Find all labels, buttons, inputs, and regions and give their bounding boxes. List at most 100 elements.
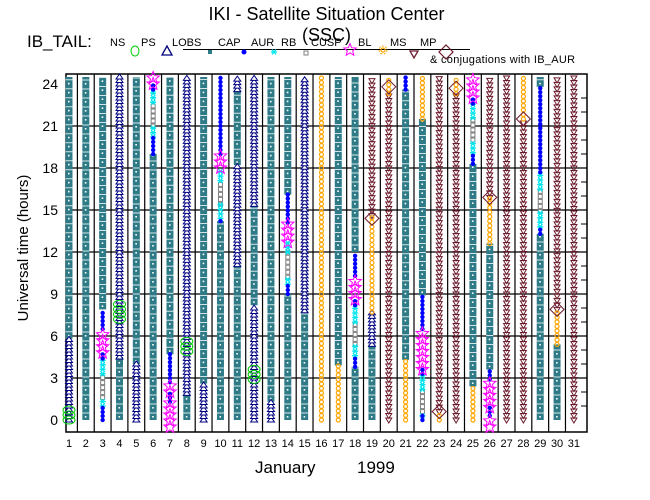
cap-bar	[334, 77, 342, 366]
lobs-marker	[182, 106, 192, 113]
aur-marker	[218, 119, 223, 125]
cap-marker	[539, 344, 541, 346]
cap-marker	[404, 220, 407, 223]
lobs-marker	[182, 120, 192, 127]
lobs-marker	[249, 325, 259, 332]
aur-marker	[150, 151, 156, 157]
cap-marker	[253, 274, 255, 276]
lobs-marker	[182, 305, 192, 312]
cusp-marker	[217, 196, 223, 202]
cap-marker	[236, 389, 238, 391]
conjugation-note: & conjugations with IB_AUR	[430, 54, 576, 66]
aur-marker	[218, 139, 223, 145]
cap-marker	[152, 416, 154, 418]
cap-marker	[269, 91, 272, 94]
lobs-marker	[115, 258, 124, 265]
x-axis-year: 1999	[357, 458, 395, 477]
cap-marker	[471, 238, 474, 240]
cap-marker	[539, 371, 541, 373]
cap-marker	[286, 299, 289, 301]
cap-marker	[421, 201, 424, 203]
cap-marker	[168, 98, 171, 100]
cap-marker	[269, 181, 272, 184]
bl-marker	[280, 228, 296, 243]
segment-cap-day-21	[402, 89, 410, 360]
cap-marker	[303, 398, 306, 400]
cap-marker	[404, 211, 407, 214]
cap-marker	[354, 194, 356, 196]
aur-legend-icon	[241, 49, 247, 55]
segment-bl-day-3	[95, 326, 111, 360]
cap-marker	[471, 193, 474, 195]
lobs-marker	[115, 90, 124, 97]
cap-marker	[84, 227, 87, 229]
cap-marker	[539, 380, 541, 382]
cap-marker	[135, 270, 137, 272]
bl-marker	[414, 349, 430, 365]
aur-marker	[538, 138, 543, 143]
x-tick-label: 28	[517, 438, 529, 450]
cap-marker	[471, 265, 474, 267]
lobs-marker	[182, 253, 192, 260]
lobs-marker	[182, 323, 192, 330]
lobs-marker	[232, 239, 242, 247]
bl-marker	[482, 387, 498, 402]
cap-marker	[68, 154, 70, 157]
ms-legend-icon	[378, 45, 388, 55]
legend-markers	[130, 42, 454, 60]
lobs-marker	[115, 353, 124, 360]
cap-marker	[286, 362, 289, 364]
cap-marker	[101, 296, 104, 298]
segment-rb-day-25	[469, 101, 476, 121]
lobs-marker	[232, 85, 242, 93]
lobs-marker	[115, 195, 124, 202]
x-tick-label: 26	[484, 438, 496, 450]
cap-marker	[135, 288, 137, 290]
cap-marker	[421, 282, 424, 284]
lobs-marker	[115, 276, 124, 283]
segment-ms-day-22	[419, 75, 426, 122]
lobs-marker	[232, 173, 242, 180]
cap-marker	[303, 389, 306, 391]
cap-marker	[101, 188, 104, 190]
segment-ps-day-8	[180, 336, 194, 356]
rb-marker	[150, 90, 157, 97]
bl-marker	[162, 378, 178, 393]
cap-marker	[404, 301, 407, 304]
segment-cap-day-19	[368, 344, 376, 420]
aur-marker	[285, 283, 290, 289]
cap-marker	[337, 172, 339, 174]
cap-marker	[421, 246, 424, 248]
lobs-marker	[249, 409, 259, 416]
cap-marker	[337, 325, 339, 327]
mp-marker	[435, 76, 444, 83]
lobs-marker	[182, 85, 192, 92]
lobs-marker	[249, 74, 259, 81]
lobs-marker	[249, 388, 259, 395]
lobs-marker	[182, 214, 192, 221]
lobs-marker	[249, 186, 259, 193]
lobs-marker	[182, 130, 192, 137]
bl-marker	[465, 84, 481, 99]
lobs-marker	[115, 104, 124, 111]
lobs-marker	[115, 83, 124, 90]
lobs-marker	[182, 123, 192, 130]
cap-marker	[286, 416, 289, 418]
segment-aur-day-10	[218, 219, 223, 224]
bl-marker	[482, 393, 498, 408]
cap-marker	[236, 98, 238, 100]
lobs-marker	[182, 361, 192, 368]
x-tick-label: 27	[500, 438, 512, 450]
lobs-marker	[115, 216, 124, 223]
cap-marker	[101, 152, 104, 154]
cap-marker	[236, 371, 238, 373]
legend-label-ms: MS	[390, 37, 407, 49]
segment-aur-day-14	[285, 283, 290, 297]
cap-marker	[404, 319, 407, 322]
aur-marker	[352, 303, 358, 308]
segment-bl-day-7	[162, 395, 178, 434]
bl-marker	[213, 154, 229, 169]
x-tick-label: 24	[450, 438, 462, 450]
cap-marker	[404, 283, 407, 286]
cap-marker	[168, 305, 171, 307]
